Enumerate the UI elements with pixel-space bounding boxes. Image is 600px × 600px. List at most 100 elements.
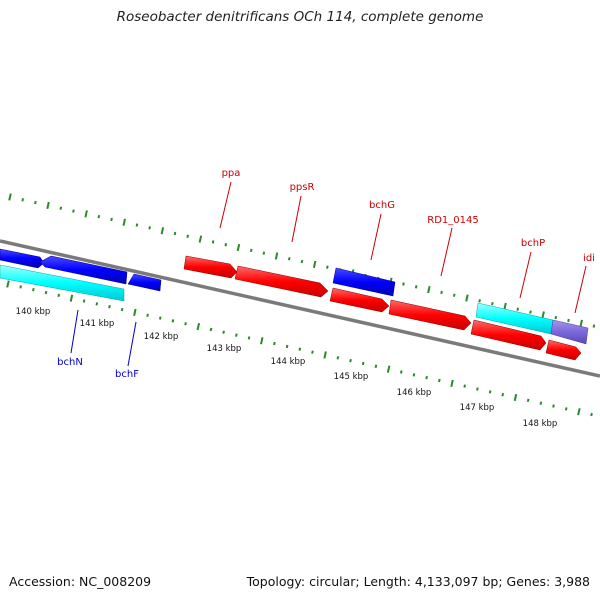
outer-tick-mark — [110, 217, 113, 222]
kbp-label-147: 147 kbp — [460, 403, 495, 413]
inner-tick-mark — [590, 412, 593, 417]
inner-tick-mark — [6, 280, 10, 288]
inner-tick-mark — [513, 393, 518, 402]
kbp-label-140: 140 kbp — [16, 307, 51, 317]
gene-arrow-ppa — [183, 255, 238, 279]
gene-arrow-bchN — [39, 255, 128, 285]
outer-tick-mark — [312, 260, 317, 269]
outer-tick-mark — [541, 311, 545, 319]
kbp-label-146: 146 kbp — [397, 388, 432, 398]
inner-tick-mark — [577, 408, 581, 416]
map-title: Roseobacter denitrificans OCh 114, compl… — [116, 9, 484, 25]
outer-tick-mark — [529, 310, 532, 314]
outer-tick-mark — [122, 218, 126, 226]
inner-tick-mark — [133, 308, 137, 317]
outer-tick-mark — [224, 243, 228, 247]
inner-tick-mark — [273, 341, 276, 346]
inner-tick-mark — [32, 287, 35, 292]
inner-tick-mark — [171, 319, 175, 323]
inner-tick-mark — [311, 350, 314, 354]
outer-tick-mark — [402, 282, 405, 286]
inner-tick-mark — [463, 384, 466, 388]
outer-tick-mark — [59, 206, 63, 210]
gene-arrow-ppsR — [234, 265, 329, 298]
inner-tick-mark — [564, 407, 568, 411]
outer-tick-mark — [135, 223, 139, 227]
outer-tick-mark — [491, 301, 494, 306]
gene-label-ppsR: ppsR — [290, 182, 315, 193]
gene-label-bchG: bchG — [369, 200, 395, 211]
inner-tick-mark — [539, 401, 543, 405]
inner-tick-mark — [57, 293, 61, 298]
gene-label-bchP: bchP — [521, 238, 545, 249]
leader-bchF — [127, 321, 137, 367]
inner-tick-mark — [82, 299, 86, 303]
outer-tick-mark — [21, 198, 24, 202]
outer-tick-mark — [440, 290, 443, 295]
inner-tick-mark — [349, 358, 352, 363]
backbone-line — [0, 239, 600, 378]
gene-arrow-red-6 — [545, 339, 582, 361]
kbp-label-143: 143 kbp — [207, 344, 242, 354]
outer-tick-mark — [84, 210, 88, 218]
outer-tick-mark — [72, 209, 75, 213]
topology-text: Topology: circular; Length: 4,133,097 bp… — [246, 574, 590, 589]
outer-tick-mark — [503, 302, 507, 311]
leader-idi — [574, 265, 587, 314]
inner-tick-mark — [95, 302, 99, 306]
gene-label-ppa: ppa — [222, 168, 241, 179]
inner-tick-mark — [235, 333, 238, 337]
outer-tick-mark — [414, 285, 418, 289]
inner-tick-mark — [44, 290, 48, 295]
inner-tick-mark — [526, 398, 530, 403]
outer-tick-mark — [211, 240, 215, 244]
inner-tick-mark — [146, 313, 149, 317]
outer-tick-mark — [465, 294, 469, 302]
inner-tick-mark — [425, 375, 428, 380]
kbp-label-144: 144 kbp — [271, 357, 306, 367]
inner-tick-mark — [552, 404, 555, 408]
outer-tick-mark — [34, 200, 37, 205]
outer-tick-mark — [287, 257, 291, 261]
gene-arrow-bchG — [332, 267, 396, 297]
leader-bchP — [519, 251, 532, 299]
inner-tick-mark — [285, 344, 289, 349]
inner-tick-mark — [501, 392, 505, 397]
outer-tick-mark — [554, 315, 558, 320]
leader-ppsR — [291, 195, 302, 243]
gene-label-bchN: bchN — [57, 357, 83, 368]
inner-tick-mark — [450, 379, 454, 388]
outer-tick-mark — [274, 252, 279, 260]
gene-arrow-reverse — [0, 248, 45, 269]
inner-tick-mark — [386, 365, 391, 373]
leader-RD1_0145 — [440, 227, 453, 277]
outer-tick-mark — [148, 226, 151, 230]
inner-tick-mark — [247, 336, 251, 340]
outer-tick-mark — [427, 285, 431, 294]
inner-tick-mark — [374, 364, 378, 368]
inner-tick-mark — [120, 307, 124, 312]
outer-tick-mark — [186, 234, 189, 238]
inner-tick-mark — [108, 305, 111, 309]
outer-tick-mark — [592, 324, 596, 328]
inner-tick-mark — [412, 373, 416, 377]
inner-tick-mark — [158, 316, 162, 320]
accession-text: Accession: NC_008209 — [9, 574, 152, 589]
kbp-label-142: 142 kbp — [144, 332, 179, 342]
gene-label-RD1_0145: RD1_0145 — [427, 215, 478, 226]
inner-tick-ring — [6, 280, 593, 417]
inner-tick-mark — [400, 370, 403, 374]
gene-arrow-idi — [550, 319, 589, 345]
inner-tick-mark — [336, 356, 340, 360]
leader-ppa — [219, 181, 232, 229]
outer-tick-mark — [173, 231, 177, 236]
leader-bchN — [70, 309, 79, 354]
outer-tick-mark — [249, 248, 253, 253]
inner-tick-mark — [476, 387, 479, 391]
inner-tick-mark — [260, 337, 264, 345]
gene-arrow-RD1_0145 — [388, 299, 472, 331]
outer-tick-mark — [478, 299, 481, 303]
outer-tick-mark — [579, 319, 583, 327]
outer-tick-mark — [8, 193, 12, 201]
